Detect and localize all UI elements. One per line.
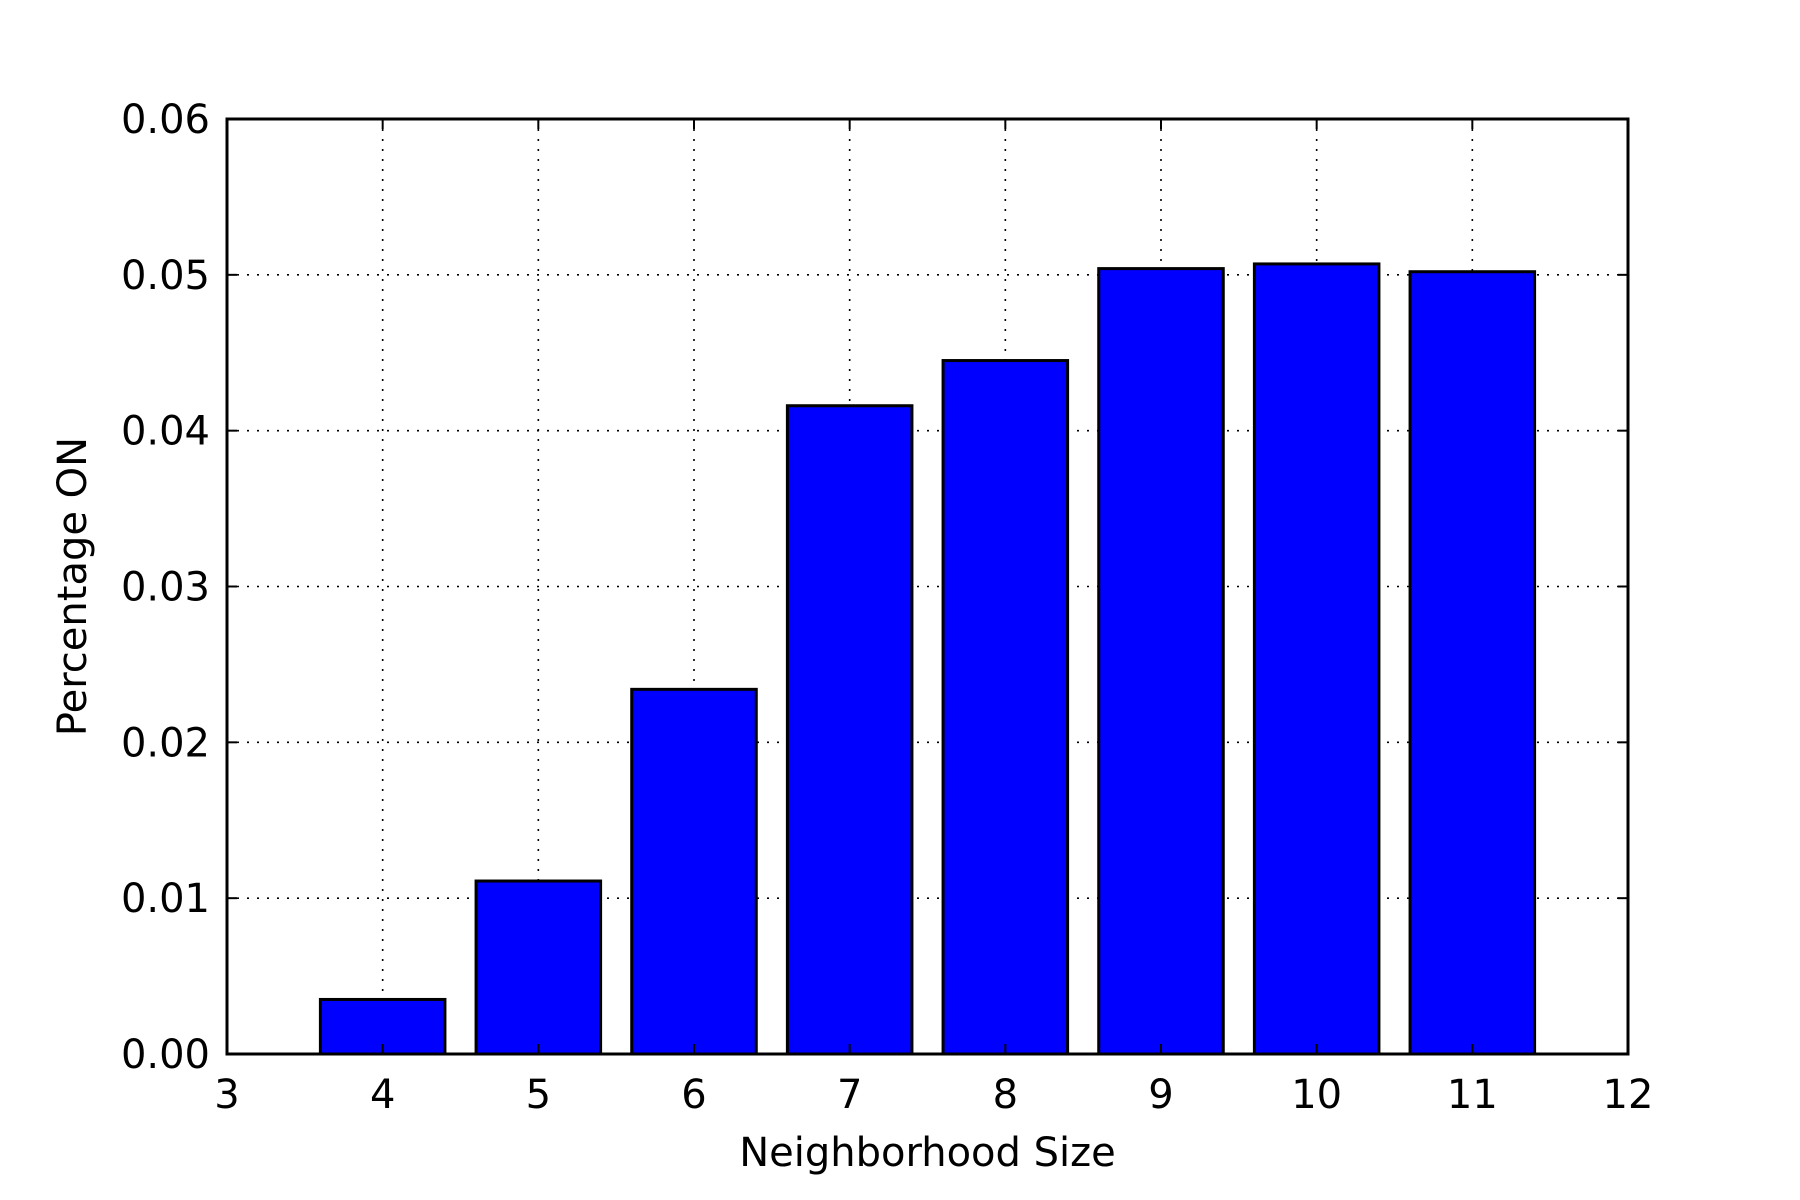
axis-ticks [226,118,1629,1055]
y-tick-label: 0.05 [121,253,210,299]
y-tick-label: 0.04 [121,409,210,455]
x-tick-label: 4 [370,1072,395,1118]
y-tick-label: 0.03 [121,565,210,611]
x-tick-label: 10 [1291,1072,1342,1118]
y-axis-label: Percentage ON [50,437,96,736]
bar-11 [1408,270,1537,1056]
y-tick-label: 0.06 [121,97,210,143]
bar-7 [785,404,914,1056]
gridlines [227,119,1628,1054]
bar-6 [630,687,758,1056]
y-tick-labels: 0.00 0.01 0.02 0.03 0.04 0.05 0.06 [121,97,210,1078]
x-tick-label: 9 [1148,1072,1173,1118]
bar-8 [941,359,1070,1056]
x-tick-label: 6 [681,1072,706,1118]
bar-10 [1252,262,1381,1056]
y-tick-label: 0.00 [121,1032,210,1078]
y-tick-label: 0.02 [121,720,210,766]
y-tick-label: 0.01 [121,876,210,922]
x-tick-label: 11 [1447,1072,1498,1118]
bars [318,262,1537,1056]
bar-5 [474,879,603,1056]
bar-9 [1097,267,1225,1056]
x-tick-label: 12 [1603,1072,1654,1118]
x-tick-label: 7 [837,1072,862,1118]
x-tick-label: 3 [214,1072,239,1118]
x-tick-label: 8 [993,1072,1018,1118]
x-tick-labels: 3 4 5 6 7 8 9 10 11 12 [214,1072,1653,1118]
x-tick-label: 5 [526,1072,551,1118]
x-axis-label: Neighborhood Size [739,1130,1116,1176]
